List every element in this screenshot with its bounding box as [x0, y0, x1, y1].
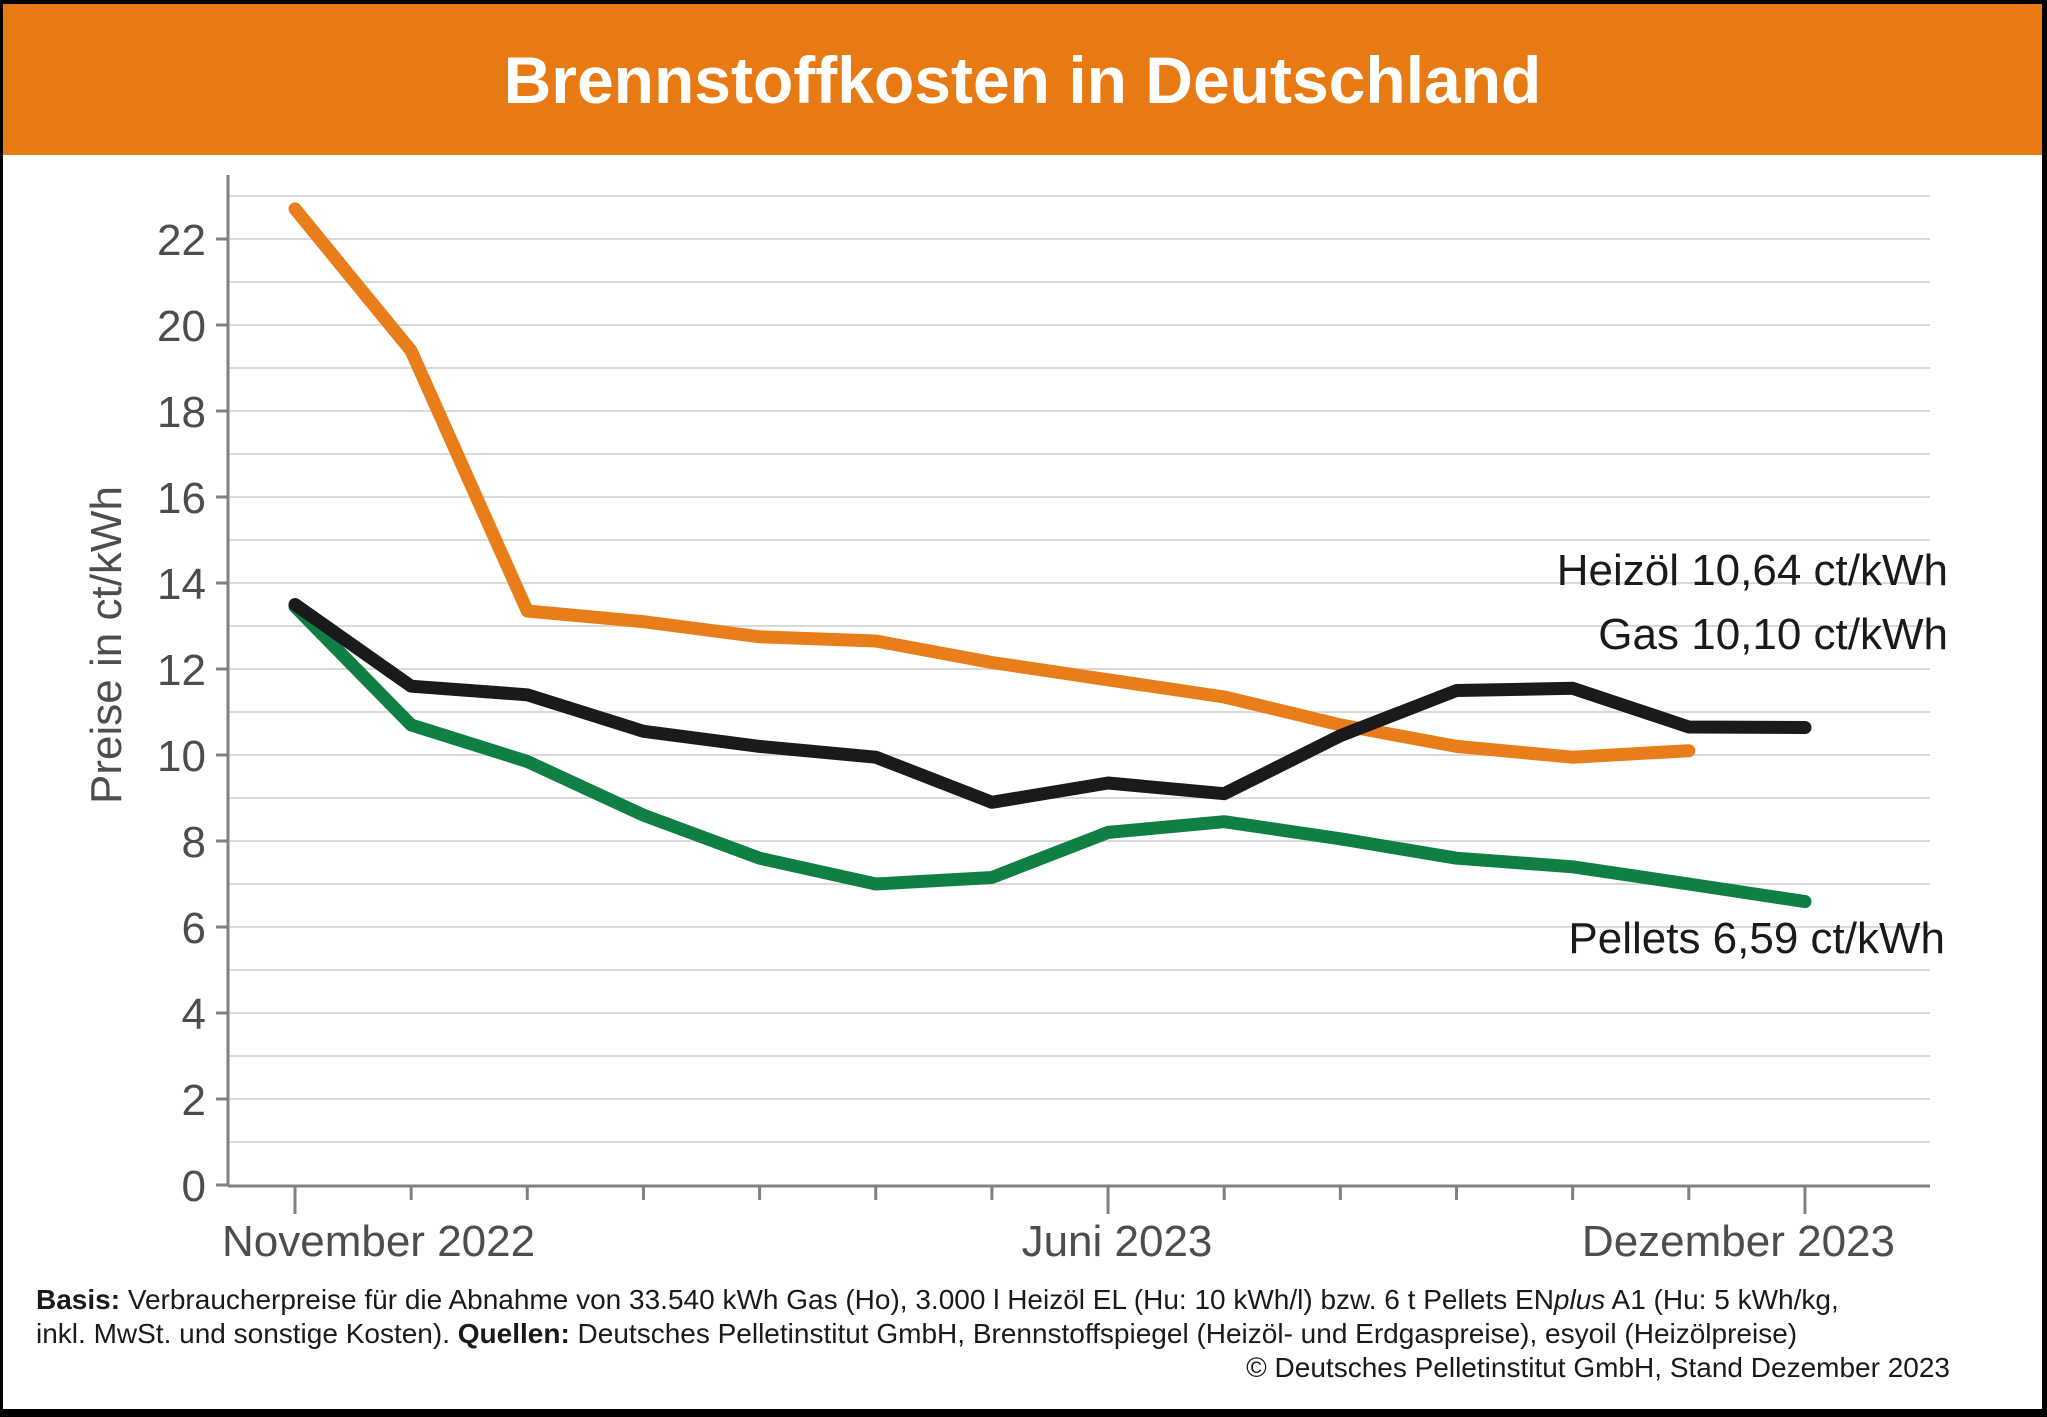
axes: 0 2 4 6 8 10 12 14 16 18 20 22 Preise in ct/kWh Novem… [82, 175, 1930, 1266]
x-tick-label-7: Juni 2023 [1022, 1217, 1213, 1266]
page-title: Brennstoffkosten in Deutschland [503, 42, 1542, 117]
title-banner: Brennstoffkosten in Deutschland [3, 4, 2042, 155]
x-tick-label-0: November 2022 [222, 1217, 535, 1266]
y-tick-label-14: 14 [157, 560, 206, 609]
y-tick-label-10: 10 [157, 732, 206, 781]
series-label-pellets: Pellets 6,59 ct/kWh [1568, 914, 1945, 963]
footnote-block: Basis: Verbraucherpreise für die Abnahme… [36, 1283, 1950, 1385]
y-tick-label-22: 22 [157, 216, 206, 265]
basis-label: Basis: [36, 1284, 121, 1315]
border-top [0, 0, 2047, 4]
series-line-pellets [288, 600, 1812, 909]
y-tick-label-16: 16 [157, 474, 206, 523]
series-line-heizöl [288, 598, 1812, 809]
series-lines [288, 202, 1812, 909]
y-tick-label-20: 20 [157, 302, 206, 351]
series-label-gas: Gas 10,10 ct/kWh [1598, 610, 1948, 659]
quellen-label: Quellen: [457, 1318, 570, 1349]
series-end-labels: Gas 10,10 ct/kWh Pellets 6,59 ct/kWh Heizö… [1557, 546, 1948, 963]
footnote-line-2: inkl. MwSt. und sonstige Kosten). Quelle… [36, 1318, 1798, 1349]
enplus-italic: plus [1553, 1284, 1606, 1315]
border-left [0, 0, 3, 1417]
border-right [2042, 0, 2047, 1417]
y-tick-label-4: 4 [182, 990, 206, 1039]
y-tick-label-0: 0 [182, 1162, 206, 1211]
y-tick-label-2: 2 [182, 1076, 206, 1125]
series-line-gas [288, 202, 1696, 764]
footnote-line-1: Basis: Verbraucherpreise für die Abnahme… [36, 1284, 1839, 1315]
y-tick-label-12: 12 [157, 646, 206, 695]
y-tick-label-6: 6 [182, 904, 206, 953]
x-tick-label-13: Dezember 2023 [1582, 1217, 1895, 1266]
y-tick-label-8: 8 [182, 818, 206, 867]
border-bottom [0, 1409, 2047, 1417]
copyright-line: © Deutsches Pelletinstitut GmbH, Stand D… [1246, 1352, 1950, 1383]
series-label-heizöl: Heizöl 10,64 ct/kWh [1557, 546, 1948, 595]
y-tick-label-18: 18 [157, 388, 206, 437]
y-axis-title: Preise in ct/kWh [82, 486, 131, 804]
